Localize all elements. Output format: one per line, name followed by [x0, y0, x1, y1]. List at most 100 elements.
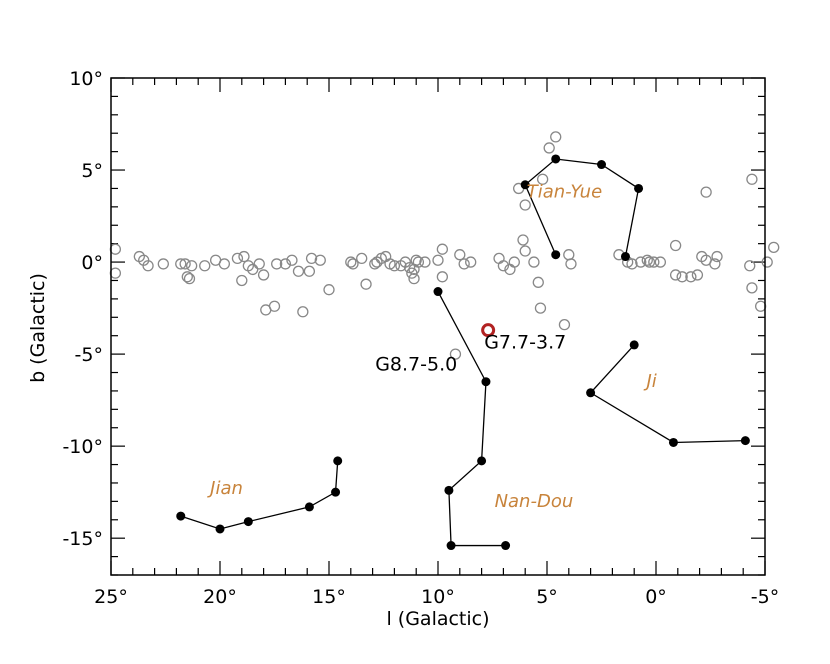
- open-points-layer: [109, 131, 780, 360]
- open-point: [347, 258, 359, 270]
- open-point: [257, 269, 270, 281]
- open-point: [643, 256, 656, 268]
- open-point: [493, 252, 505, 265]
- constellation-label: Nan-Dou: [495, 491, 574, 512]
- y-tick-label: 10°: [69, 68, 103, 90]
- open-point: [669, 269, 682, 281]
- star-point: [333, 456, 343, 466]
- open-point: [746, 173, 758, 185]
- source-marker-layer: [481, 323, 496, 338]
- open-point: [543, 142, 555, 154]
- open-point: [356, 252, 368, 265]
- open-point: [641, 254, 653, 266]
- open-point: [181, 271, 193, 283]
- axis-ticks: [110, 77, 766, 576]
- star-point: [477, 456, 487, 466]
- star-point: [481, 377, 491, 387]
- open-point: [691, 269, 704, 281]
- y-axis-title: b (Galactic): [27, 273, 49, 383]
- open-point: [142, 260, 154, 272]
- open-point: [458, 258, 470, 270]
- star-point: [620, 252, 630, 262]
- open-point: [412, 256, 425, 268]
- open-point: [388, 260, 401, 272]
- open-point: [238, 250, 250, 263]
- star-point: [551, 250, 561, 260]
- open-point: [534, 302, 547, 314]
- open-point: [286, 254, 298, 266]
- constellation-line: [437, 291, 506, 547]
- open-point: [497, 260, 510, 272]
- star-point: [520, 180, 530, 190]
- open-point: [323, 284, 335, 296]
- open-point: [305, 252, 318, 265]
- open-point: [410, 254, 422, 266]
- open-point: [465, 256, 477, 268]
- open-point: [626, 258, 638, 270]
- y-tick-label: 5°: [81, 160, 103, 182]
- open-point: [669, 239, 682, 252]
- source-label: G7.7-3.7: [484, 332, 566, 354]
- open-point: [369, 258, 381, 270]
- open-point: [345, 256, 357, 268]
- star-point: [597, 160, 606, 170]
- constellation-label: Jian: [207, 478, 243, 499]
- open-point: [297, 306, 309, 318]
- open-point: [754, 300, 767, 312]
- open-point: [436, 271, 449, 283]
- open-point: [449, 348, 462, 360]
- open-point: [406, 267, 418, 279]
- y-tick-label: -15°: [62, 528, 103, 550]
- source-marker: [481, 323, 496, 338]
- y-tick-label: -5°: [75, 344, 103, 366]
- star-point: [634, 183, 644, 193]
- constellation-label: Ji: [643, 371, 656, 392]
- source-label: G8.7-5.0: [375, 354, 457, 376]
- constellations-layer: [176, 154, 750, 551]
- open-point: [303, 265, 316, 277]
- open-point: [253, 258, 265, 270]
- open-point: [109, 243, 122, 255]
- open-point: [550, 131, 562, 143]
- open-point: [565, 258, 577, 270]
- tick-labels: 25° 20° 15° 10° 5° 0° -5° 10° 5° 0° -5° -10° -15°: [62, 68, 779, 608]
- open-point: [709, 258, 721, 270]
- constellation-line: [180, 460, 339, 530]
- open-point: [292, 265, 305, 277]
- open-point: [744, 260, 756, 272]
- open-point: [528, 256, 540, 268]
- open-point: [454, 249, 466, 261]
- open-point: [519, 245, 531, 257]
- open-point: [563, 249, 575, 261]
- open-point: [532, 276, 544, 288]
- open-point: [711, 250, 723, 263]
- star-point: [668, 437, 678, 447]
- open-point: [179, 258, 191, 270]
- x-tick-label: 5°: [536, 586, 558, 608]
- open-point: [654, 256, 667, 268]
- star-point: [629, 340, 639, 350]
- x-tick-label: 25°: [94, 586, 128, 608]
- open-point: [218, 258, 231, 270]
- star-point: [446, 541, 456, 551]
- star-point: [740, 436, 750, 446]
- open-point: [408, 272, 420, 285]
- open-point: [746, 282, 758, 294]
- x-tick-label: 0°: [645, 586, 667, 608]
- x-tick-label: 10°: [421, 586, 455, 608]
- open-point: [432, 254, 444, 266]
- open-point: [109, 267, 122, 279]
- x-tick-label: 20°: [203, 586, 237, 608]
- open-point: [175, 258, 187, 270]
- open-point: [517, 234, 529, 246]
- open-point: [314, 254, 326, 266]
- y-tick-label: 0°: [81, 252, 103, 274]
- constellation-line: [524, 158, 640, 257]
- constellation-line: [589, 344, 746, 444]
- open-point: [268, 300, 281, 312]
- star-point: [551, 154, 561, 164]
- y-tick-label: -10°: [62, 436, 103, 458]
- plot-frame: [110, 77, 766, 576]
- star-point: [444, 485, 454, 495]
